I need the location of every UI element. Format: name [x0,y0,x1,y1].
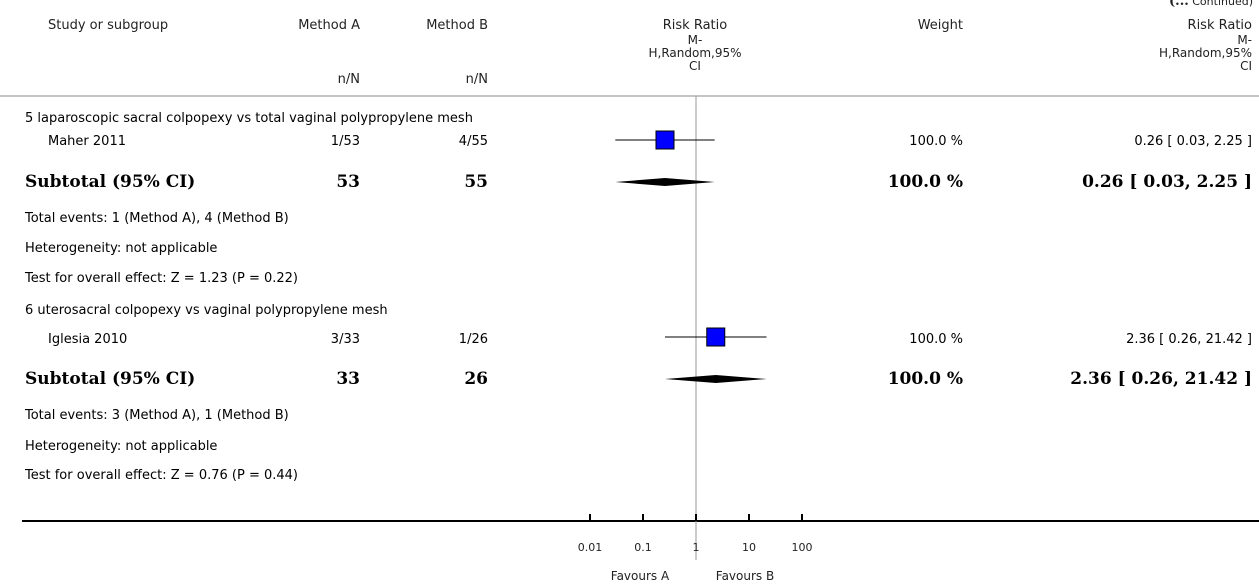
study-ci: 2.36 [ 0.26, 21.42 ] [1126,332,1252,347]
header-rr-line1: M- [687,33,703,47]
header-study: Study or subgroup [48,18,169,33]
header-method-b: Method B [426,18,488,33]
subtotal-weight: 100.0 % [887,369,963,389]
note-total-events: Total events: 1 (Method A), 4 (Method B) [25,211,289,226]
subtotal-diamond [615,178,715,186]
study-events-b: 4/55 [458,134,488,149]
note-overall-effect: Test for overall effect: Z = 1.23 (P = 0… [25,271,298,286]
study-marker [655,130,675,150]
study-events-b: 1/26 [458,332,488,347]
subtotal-label: Subtotal (95% CI) [25,369,196,389]
tick-label: 0.01 [578,541,603,554]
favours-b-label: Favours B [715,569,775,583]
header-method-a: Method A [298,18,360,33]
header-weight: Weight [917,18,963,33]
tick-label: 1 [693,541,700,554]
favours-a-label: Favours A [610,569,670,583]
subtotal-ci: 0.26 [ 0.03, 2.25 ] [1082,172,1252,192]
group-title: 5 laparoscopic sacral colpopexy vs total… [25,111,473,126]
study-name: Maher 2011 [48,134,126,149]
header-nn-b: n/N [465,72,488,87]
study-weight: 100.0 % [909,332,963,347]
header-rr-line2: H,Random,95% [648,46,742,60]
study-ci: 0.26 [ 0.03, 2.25 ] [1134,134,1252,149]
study-events-a: 3/33 [330,332,360,347]
header-rr-title: Risk Ratio [662,18,728,33]
subtotal-total-a: 33 [336,369,360,389]
study-name: Iglesia 2010 [48,332,128,347]
note-heterogeneity: Heterogeneity: not applicable [25,439,218,454]
note-overall-effect: Test for overall effect: Z = 0.76 (P = 0… [25,468,298,483]
tick-label: 10 [742,541,756,554]
subtotal-total-b: 55 [464,172,488,192]
subtotal-label: Subtotal (95% CI) [25,172,196,192]
header-rr2-title: Risk Ratio [1187,18,1252,33]
header-rr2-line2: H,Random,95% [1158,46,1252,60]
subtotal-total-a: 53 [336,172,360,192]
tick-label: 0.1 [634,541,652,554]
tick-label: 100 [792,541,813,554]
group-title: 6 uterosacral colpopexy vs vaginal polyp… [25,303,388,318]
study-events-a: 1/53 [330,134,360,149]
header-nn-a: n/N [337,72,360,87]
subtotal-weight: 100.0 % [887,172,963,192]
continued-label: (... Continued) [1169,0,1253,9]
note-heterogeneity: Heterogeneity: not applicable [25,241,218,256]
study-marker [706,327,726,347]
study-weight: 100.0 % [909,134,963,149]
subtotal-ci: 2.36 [ 0.26, 21.42 ] [1070,369,1252,389]
header-rr2-line3: CI [1240,59,1252,73]
header-rr-line3: CI [689,59,701,73]
subtotal-diamond [664,375,767,383]
note-total-events: Total events: 3 (Method A), 1 (Method B) [25,408,289,423]
subtotal-total-b: 26 [464,369,488,389]
header-rr2-line1: M- [1237,33,1252,47]
